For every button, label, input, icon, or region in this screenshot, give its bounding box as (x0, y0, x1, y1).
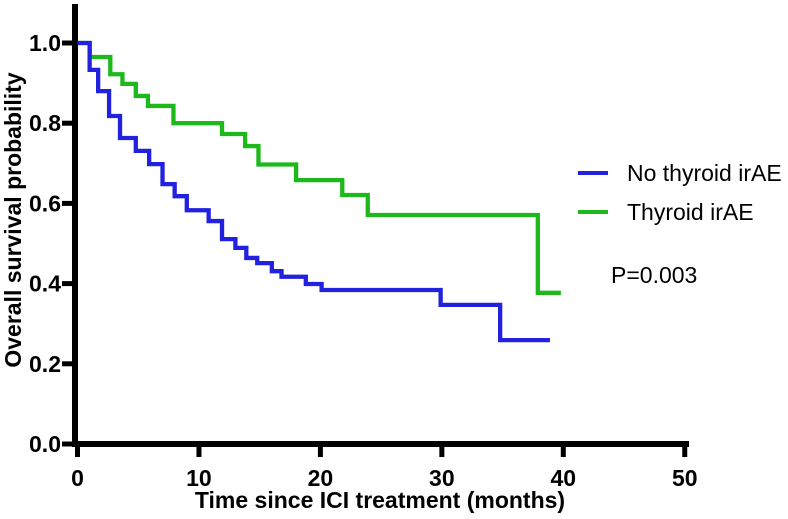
y-tick-label: 0.8 (29, 110, 61, 136)
y-tick-label: 0.6 (29, 190, 61, 216)
y-tick-label: 0.2 (29, 351, 61, 377)
survival-curve-thyroid-irae (77, 40, 561, 295)
survival-curve-no-thyroid-irae (77, 40, 550, 343)
legend-label: Thyroid irAE (627, 198, 754, 225)
y-tick-label: 0.0 (29, 431, 61, 457)
x-tick-label: 10 (186, 465, 212, 491)
thyroid-irae-line-swatch (578, 210, 608, 214)
no-thyroid-irae-line-swatch (578, 171, 608, 175)
p-value-annotation: P=0.003 (611, 262, 698, 288)
x-axis-title: Time since ICI treatment (months) (194, 487, 566, 513)
y-tick-label: 1.0 (29, 30, 61, 56)
x-tick-label: 40 (551, 465, 577, 491)
y-axis-title: Overall survival probability (0, 72, 26, 368)
legend: No thyroid irAE Thyroid irAE (578, 159, 782, 237)
legend-item-thyroid-irae: Thyroid irAE (578, 198, 782, 226)
x-tick-label: 50 (672, 465, 698, 491)
x-tick-label: 20 (308, 465, 334, 491)
x-tick-label: 0 (71, 465, 84, 491)
x-tick-label: 30 (429, 465, 455, 491)
y-tick-label: 0.4 (29, 271, 61, 297)
legend-label: No thyroid irAE (627, 159, 782, 186)
legend-item-no-thyroid-irae: No thyroid irAE (578, 159, 782, 187)
